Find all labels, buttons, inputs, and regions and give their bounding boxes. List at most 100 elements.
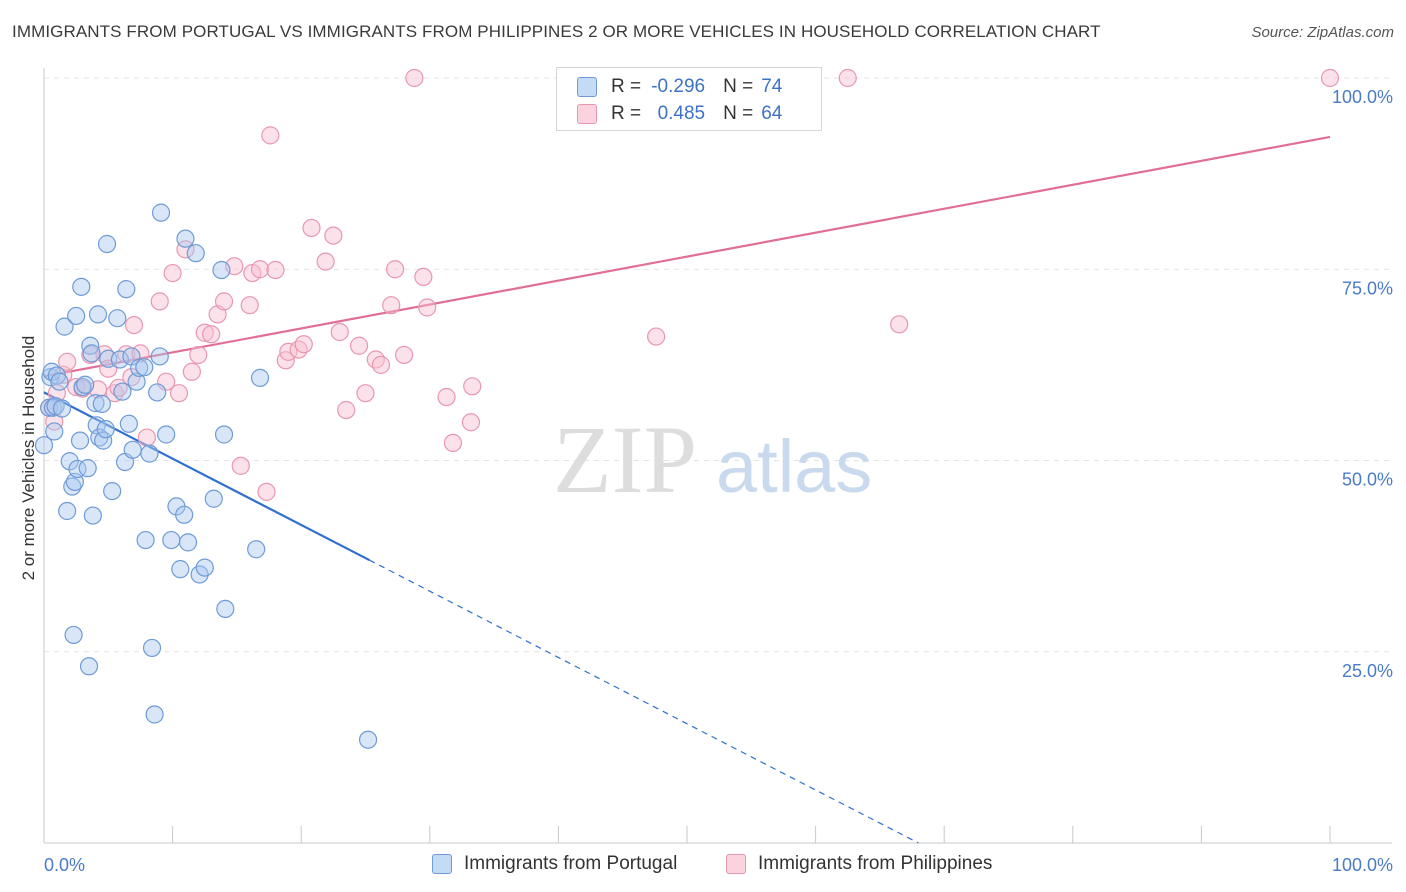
portugal-point — [204, 489, 223, 508]
portugal-point — [67, 306, 86, 326]
portugal-point — [82, 344, 101, 363]
portugal-point — [79, 657, 99, 676]
philippines-point — [463, 377, 482, 396]
legend-n-label-philippines: N = — [723, 103, 754, 124]
portugal-point — [94, 431, 113, 450]
portugal-point — [214, 425, 234, 444]
philippines-point — [418, 298, 437, 317]
philippines-point — [261, 126, 280, 145]
portugal-point — [171, 560, 190, 579]
legend-n-value-philippines: 64 — [761, 103, 783, 124]
portugal-point — [40, 398, 59, 417]
legend-swatch-portugal — [577, 77, 597, 97]
portugal-point — [64, 625, 83, 645]
portugal-point — [88, 305, 108, 324]
portugal-point — [247, 540, 266, 559]
portugal-point — [148, 383, 167, 402]
watermark-atlas: atlas — [716, 425, 872, 508]
portugal-point — [78, 459, 97, 478]
philippines-point — [231, 456, 250, 475]
philippines-point — [58, 352, 77, 371]
philippines-point — [330, 322, 349, 342]
philippines-point — [647, 327, 666, 346]
philippines-point — [195, 323, 214, 342]
bottom-legend-swatch-philippines — [726, 854, 746, 874]
portugal-trend-extension — [369, 559, 919, 844]
portugal-point — [73, 377, 92, 397]
philippines-point — [366, 350, 385, 369]
x-tick-label-min: 0.0% — [44, 855, 85, 875]
philippines-point — [182, 362, 201, 381]
philippines-point — [337, 400, 356, 420]
portugal-point — [81, 336, 100, 355]
portugal-point — [136, 530, 155, 550]
portugal-point — [72, 277, 91, 296]
portugal-point — [103, 482, 122, 501]
legend-swatch-philippines — [577, 104, 597, 124]
x-tick-labels: 0.0% 100.0% — [44, 855, 1393, 875]
philippines-trend-line — [43, 135, 1331, 378]
legend-n-label-portugal: N = — [723, 76, 754, 97]
philippines-point — [371, 355, 391, 374]
y-tick-label-50: 50.0% — [1342, 470, 1393, 490]
portugal-point — [97, 234, 117, 254]
portugal-point — [50, 372, 69, 391]
portugal-point — [250, 368, 270, 387]
portugal-point — [140, 444, 159, 463]
portugal-trend-line — [43, 391, 370, 562]
bottom-legend-swatch-portugal — [432, 854, 452, 874]
philippines-point — [250, 260, 270, 279]
trend-lines — [43, 135, 1331, 844]
legend-row-philippines: R = 0.485 N = 64 — [577, 101, 782, 127]
philippines-point — [302, 218, 321, 238]
source-label: Source: ZipAtlas.com — [1251, 24, 1394, 41]
bottom-legend-philippines: Immigrants from Philippines — [726, 852, 992, 876]
philippines-point — [137, 428, 156, 447]
portugal-point — [130, 358, 149, 378]
philippines-point — [385, 260, 405, 279]
portugal-point — [113, 382, 132, 401]
philippines-point — [324, 226, 343, 245]
philippines-point — [349, 336, 369, 355]
portugal-point — [83, 506, 102, 525]
portugal-point — [195, 558, 214, 577]
portugal-point — [176, 229, 195, 248]
y-tick-labels: 25.0% 50.0% 75.0% 100.0% — [1332, 87, 1393, 681]
points-philippines — [40, 68, 1340, 501]
legend-row-portugal: R = -0.296 N = 74 — [577, 74, 782, 100]
portugal-point — [96, 420, 115, 439]
portugal-point — [162, 530, 181, 550]
portugal-point — [86, 394, 105, 413]
legend-n-value-portugal: 74 — [761, 76, 783, 97]
philippines-point — [443, 433, 463, 453]
portugal-point — [142, 638, 162, 658]
watermark-zip: ZIP — [553, 406, 697, 513]
legend-r-label-philippines: R = — [611, 103, 642, 124]
philippines-point — [461, 413, 481, 432]
bottom-legend-label-philippines: Immigrants from Philippines — [758, 853, 993, 874]
philippines-point — [266, 260, 285, 280]
x-tick-label-max: 100.0% — [1332, 855, 1393, 875]
portugal-point — [123, 440, 142, 459]
y-tick-label-25: 25.0% — [1342, 661, 1393, 681]
portugal-point — [117, 280, 136, 299]
portugal-point — [76, 375, 95, 394]
portugal-point — [34, 436, 54, 455]
philippines-point — [294, 335, 313, 354]
philippines-point — [890, 315, 909, 334]
philippines-point — [394, 345, 414, 365]
y-tick-label-75: 75.0% — [1342, 278, 1393, 298]
portugal-point — [52, 399, 72, 418]
legend-r-value-portugal: -0.296 — [651, 76, 706, 97]
bottom-legend-portugal: Immigrants from Portugal — [432, 852, 677, 876]
portugal-point — [157, 425, 176, 444]
philippines-point — [437, 387, 456, 407]
portugal-point — [151, 203, 171, 222]
philippines-point — [257, 482, 276, 501]
axes — [43, 68, 1392, 844]
legend-box: R = -0.296 N = 74 R = 0.485 N = 64 — [556, 67, 822, 131]
portugal-point — [58, 501, 77, 521]
philippines-point — [240, 296, 259, 315]
portugal-point — [119, 414, 138, 433]
philippines-point — [289, 340, 308, 359]
